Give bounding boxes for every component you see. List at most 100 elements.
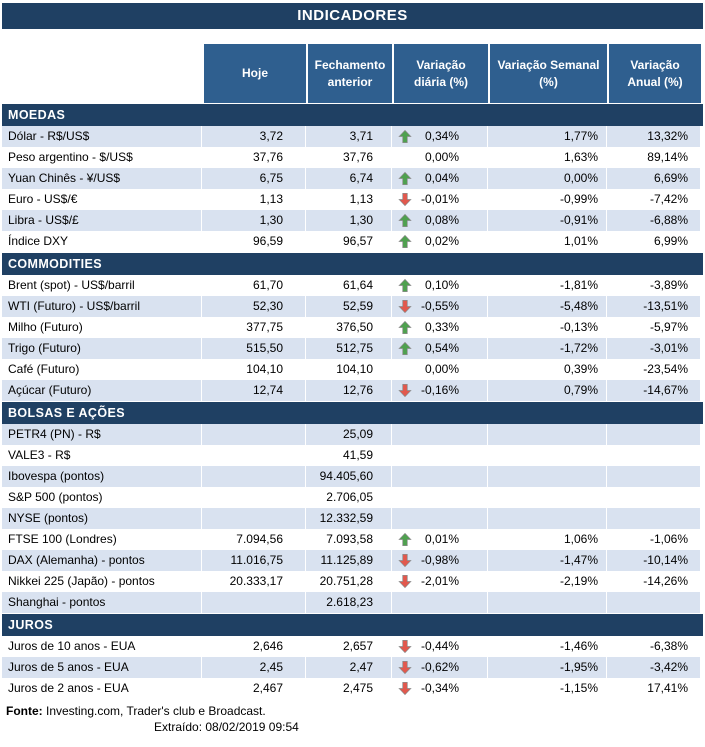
value-fechamento-anterior: 96,57 <box>306 231 392 252</box>
section-header-bolsas-e-acoes: BOLSAS E AÇÕES <box>2 401 703 424</box>
value-fechamento-anterior: 3,71 <box>306 126 392 147</box>
value-variacao-diaria: 0,08% <box>424 213 459 227</box>
column-header-variacao-semanal: Variação Semanal (%) <box>488 44 607 103</box>
value-hoje: 2,467 <box>202 678 306 699</box>
arrow-placeholder <box>398 150 413 165</box>
source-line: Fonte: Investing.com, Trader's club e Br… <box>6 703 703 719</box>
row-label: Yuan Chinês - ¥/US$ <box>2 168 202 189</box>
table-row: S&P 500 (pontos) 2.706,05 <box>2 487 703 508</box>
extracted-line: Extraído: 08/02/2019 09:54 <box>6 719 703 735</box>
value-variacao-semanal: 1,63% <box>488 147 607 168</box>
value-variacao-semanal: -0,91% <box>488 210 607 231</box>
value-variacao-anual: -3,42% <box>607 657 701 678</box>
row-label: VALE3 - R$ <box>2 445 202 466</box>
table-row: Yuan Chinês - ¥/US$ 6,75 6,74 0,04% 0,00% 6,6… <box>2 168 703 189</box>
value-hoje: 37,76 <box>202 147 306 168</box>
value-hoje: 6,75 <box>202 168 306 189</box>
value-hoje: 1,30 <box>202 210 306 231</box>
table-row: VALE3 - R$ 41,59 <box>2 445 703 466</box>
value-hoje: 11.016,75 <box>202 550 306 571</box>
value-hoje: 52,30 <box>202 296 306 317</box>
cell-variacao-diaria: 0,10% <box>392 275 488 296</box>
value-fechamento-anterior: 7.093,58 <box>306 529 392 550</box>
value-fechamento-anterior: 2.618,23 <box>306 592 392 613</box>
value-variacao-semanal: -1,15% <box>488 678 607 699</box>
row-label: Juros de 2 anos - EUA <box>2 678 202 699</box>
table-row: Juros de 2 anos - EUA 2,467 2,475 -0,34% -1,… <box>2 678 703 699</box>
value-variacao-diaria: -0,62% <box>420 660 459 674</box>
arrow-placeholder <box>398 595 413 610</box>
cell-variacao-diaria: 0,02% <box>392 231 488 252</box>
value-fechamento-anterior: 376,50 <box>306 317 392 338</box>
cell-variacao-diaria: -0,34% <box>392 678 488 699</box>
table-row: FTSE 100 (Londres) 7.094,56 7.093,58 0,01% 1… <box>2 529 703 550</box>
cell-variacao-diaria: -2,01% <box>392 571 488 592</box>
value-hoje: 7.094,56 <box>202 529 306 550</box>
value-hoje <box>202 592 306 613</box>
value-variacao-anual: 17,41% <box>607 678 701 699</box>
value-hoje: 104,10 <box>202 359 306 380</box>
value-variacao-semanal: -1,46% <box>488 636 607 657</box>
cell-variacao-diaria <box>392 508 488 529</box>
empty-header-cell <box>2 44 202 103</box>
table-row: PETR4 (PN) - R$ 25,09 <box>2 424 703 445</box>
row-label: Milho (Futuro) <box>2 317 202 338</box>
arrow-up-icon <box>398 320 413 335</box>
arrow-up-icon <box>398 171 413 186</box>
row-label: Peso argentino - $/US$ <box>2 147 202 168</box>
value-fechamento-anterior: 20.751,28 <box>306 571 392 592</box>
value-hoje <box>202 445 306 466</box>
value-variacao-semanal: -1,95% <box>488 657 607 678</box>
value-fechamento-anterior: 2.706,05 <box>306 487 392 508</box>
extraido-label: Extraído: <box>154 720 203 734</box>
arrow-up-icon <box>398 213 413 228</box>
value-fechamento-anterior: 41,59 <box>306 445 392 466</box>
value-variacao-semanal: 0,79% <box>488 380 607 401</box>
value-hoje <box>202 466 306 487</box>
section-header-juros: JUROS <box>2 613 703 636</box>
extraido-value: 08/02/2019 09:54 <box>205 720 299 734</box>
arrow-down-icon <box>398 299 413 314</box>
footer: Fonte: Investing.com, Trader's club e Br… <box>2 703 703 735</box>
arrow-placeholder <box>398 490 413 505</box>
value-fechamento-anterior: 25,09 <box>306 424 392 445</box>
value-variacao-diaria: 0,04% <box>424 171 459 185</box>
arrow-down-icon <box>398 660 413 675</box>
value-variacao-diaria: 0,34% <box>424 129 459 143</box>
value-variacao-semanal: 0,39% <box>488 359 607 380</box>
value-fechamento-anterior: 12,76 <box>306 380 392 401</box>
cell-variacao-diaria <box>392 445 488 466</box>
cell-variacao-diaria: -0,98% <box>392 550 488 571</box>
column-header-variacao-diaria: Variação diária (%) <box>392 44 488 103</box>
value-variacao-diaria: 0,33% <box>424 320 459 334</box>
table-row: Peso argentino - $/US$ 37,76 37,76 0,00% 1,6… <box>2 147 703 168</box>
row-label: Shanghai - pontos <box>2 592 202 613</box>
table-row: Libra - US$/£ 1,30 1,30 0,08% -0,91% -6,88% <box>2 210 703 231</box>
value-variacao-diaria: -0,98% <box>420 553 459 567</box>
value-variacao-anual: -3,01% <box>607 338 701 359</box>
table-row: Dólar - R$/US$ 3,72 3,71 0,34% 1,77% 13,32% <box>2 126 703 147</box>
row-label: PETR4 (PN) - R$ <box>2 424 202 445</box>
fonte-text: Investing.com, Trader's club e Broadcast… <box>46 704 266 718</box>
value-fechamento-anterior: 1,13 <box>306 189 392 210</box>
value-variacao-anual: 13,32% <box>607 126 701 147</box>
value-variacao-semanal: 1,06% <box>488 529 607 550</box>
table-row: Café (Futuro) 104,10 104,10 0,00% 0,39% -23,5… <box>2 359 703 380</box>
value-hoje: 61,70 <box>202 275 306 296</box>
value-hoje: 96,59 <box>202 231 306 252</box>
row-label: Juros de 10 anos - EUA <box>2 636 202 657</box>
row-label: Índice DXY <box>2 231 202 252</box>
value-fechamento-anterior: 61,64 <box>306 275 392 296</box>
row-label: Libra - US$/£ <box>2 210 202 231</box>
value-variacao-diaria: -0,55% <box>420 299 459 313</box>
table-row: Juros de 5 anos - EUA 2,45 2,47 -0,62% -1,95… <box>2 657 703 678</box>
value-variacao-anual <box>607 592 701 613</box>
cell-variacao-diaria: 0,04% <box>392 168 488 189</box>
table-row: Ibovespa (pontos) 94.405,60 <box>2 466 703 487</box>
table-row: NYSE (pontos) 12.332,59 <box>2 508 703 529</box>
value-hoje <box>202 424 306 445</box>
arrow-down-icon <box>398 639 413 654</box>
row-label: Ibovespa (pontos) <box>2 466 202 487</box>
value-variacao-semanal: -1,47% <box>488 550 607 571</box>
